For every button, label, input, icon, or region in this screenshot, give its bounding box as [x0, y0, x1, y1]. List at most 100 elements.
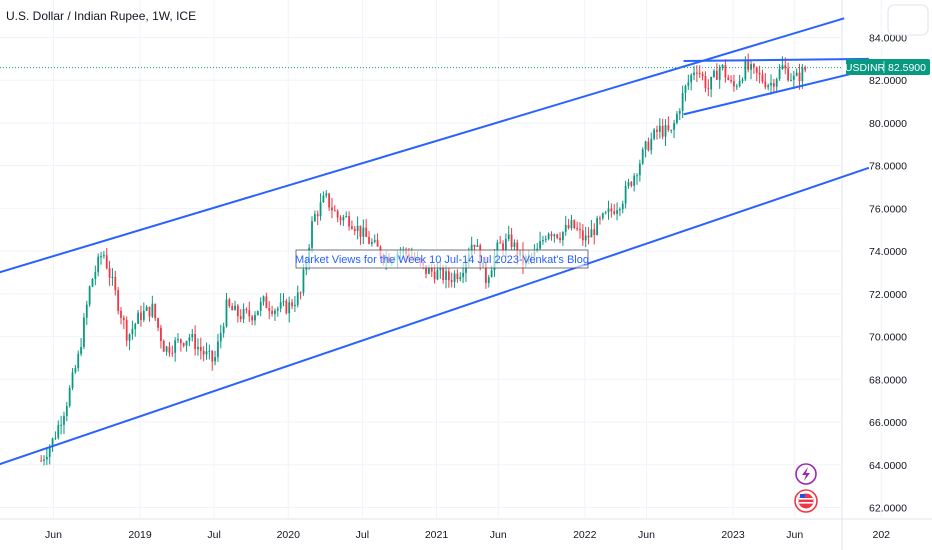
candle — [336, 209, 339, 223]
candle — [114, 270, 117, 296]
triangle-lower-trendline[interactable] — [683, 68, 870, 116]
candle — [370, 238, 373, 247]
candle — [97, 253, 100, 277]
triangle-upper-trendline[interactable] — [683, 57, 869, 62]
candle — [45, 448, 48, 466]
candle — [356, 216, 359, 240]
candle — [188, 333, 191, 347]
candle — [313, 210, 316, 223]
candle — [707, 79, 710, 97]
candle — [51, 437, 54, 452]
symbol-label: USDINR — [845, 62, 886, 74]
candle — [122, 315, 125, 330]
candle — [276, 306, 279, 317]
channel-lower-trendline[interactable] — [0, 166, 870, 467]
candle — [242, 303, 245, 324]
candle — [713, 69, 715, 79]
candle — [234, 300, 236, 311]
candle — [157, 317, 159, 332]
x-tick-label: Jun — [490, 529, 507, 541]
candle — [162, 339, 165, 352]
candle — [795, 68, 798, 77]
candle — [584, 226, 587, 248]
candle — [590, 219, 593, 238]
candle — [459, 272, 462, 282]
candle — [282, 293, 285, 307]
candle — [137, 310, 139, 325]
candle — [770, 74, 772, 95]
candle — [727, 74, 730, 81]
candle — [194, 325, 197, 356]
candle — [131, 320, 134, 340]
candle — [43, 455, 45, 466]
candle — [57, 420, 60, 440]
candle — [456, 269, 459, 283]
candle — [80, 338, 82, 357]
y-tick-label: 74.0000 — [869, 246, 907, 258]
candle — [610, 203, 613, 218]
candle — [596, 215, 599, 236]
candle — [678, 108, 681, 121]
us-flag-icon[interactable] — [794, 489, 818, 513]
y-tick-label: 64.0000 — [869, 460, 907, 472]
candle — [236, 303, 239, 323]
candle — [627, 178, 630, 189]
y-tick-label: 62.0000 — [869, 503, 907, 515]
candle — [553, 233, 556, 243]
candle — [199, 337, 202, 360]
candle — [231, 302, 234, 311]
candle — [704, 71, 707, 93]
idea-annotation[interactable]: Market Views for the Week 10 Jul-14 Jul … — [295, 249, 589, 269]
candle — [331, 198, 333, 219]
candle — [670, 129, 673, 134]
lightning-icon[interactable] — [795, 463, 817, 485]
candle — [91, 278, 94, 288]
candle — [544, 235, 547, 243]
candle — [296, 285, 299, 308]
y-tick-label: 82.0000 — [869, 75, 907, 87]
trendlines[interactable] — [0, 17, 870, 467]
last-price-value: 82.5900 — [888, 62, 926, 74]
candle — [507, 225, 510, 242]
candle — [259, 297, 262, 317]
x-tick-label: 2022 — [573, 529, 597, 541]
price-axis-ticks: 84.000082.000080.000078.000076.000074.00… — [869, 33, 907, 515]
candle — [211, 350, 214, 371]
candle — [100, 251, 102, 265]
candle — [604, 210, 607, 215]
candle — [630, 180, 633, 188]
candle — [348, 211, 350, 231]
candle — [664, 119, 667, 146]
candle — [753, 62, 755, 74]
candle — [761, 69, 764, 84]
candle — [450, 272, 453, 288]
candle — [217, 333, 219, 362]
candle — [599, 215, 601, 225]
candle — [165, 345, 168, 356]
candle — [171, 345, 174, 358]
candle — [641, 147, 644, 165]
candle — [684, 84, 687, 102]
candle — [772, 78, 775, 92]
candle — [673, 119, 675, 139]
candle — [54, 431, 57, 440]
candle — [647, 137, 650, 152]
top-right-button[interactable] — [887, 4, 929, 36]
candle — [68, 385, 71, 408]
candle — [302, 263, 305, 296]
candle — [228, 297, 231, 308]
candle — [362, 219, 365, 244]
candle — [311, 216, 313, 253]
y-tick-label: 72.0000 — [869, 289, 907, 301]
candle — [202, 346, 205, 362]
candle — [65, 401, 68, 422]
candle — [148, 306, 151, 322]
candle — [268, 301, 271, 320]
candle — [693, 65, 695, 81]
candle — [781, 56, 784, 70]
x-tick-label: Jul — [356, 529, 369, 541]
candle — [128, 333, 131, 351]
candle — [570, 214, 573, 231]
candle — [351, 220, 353, 230]
